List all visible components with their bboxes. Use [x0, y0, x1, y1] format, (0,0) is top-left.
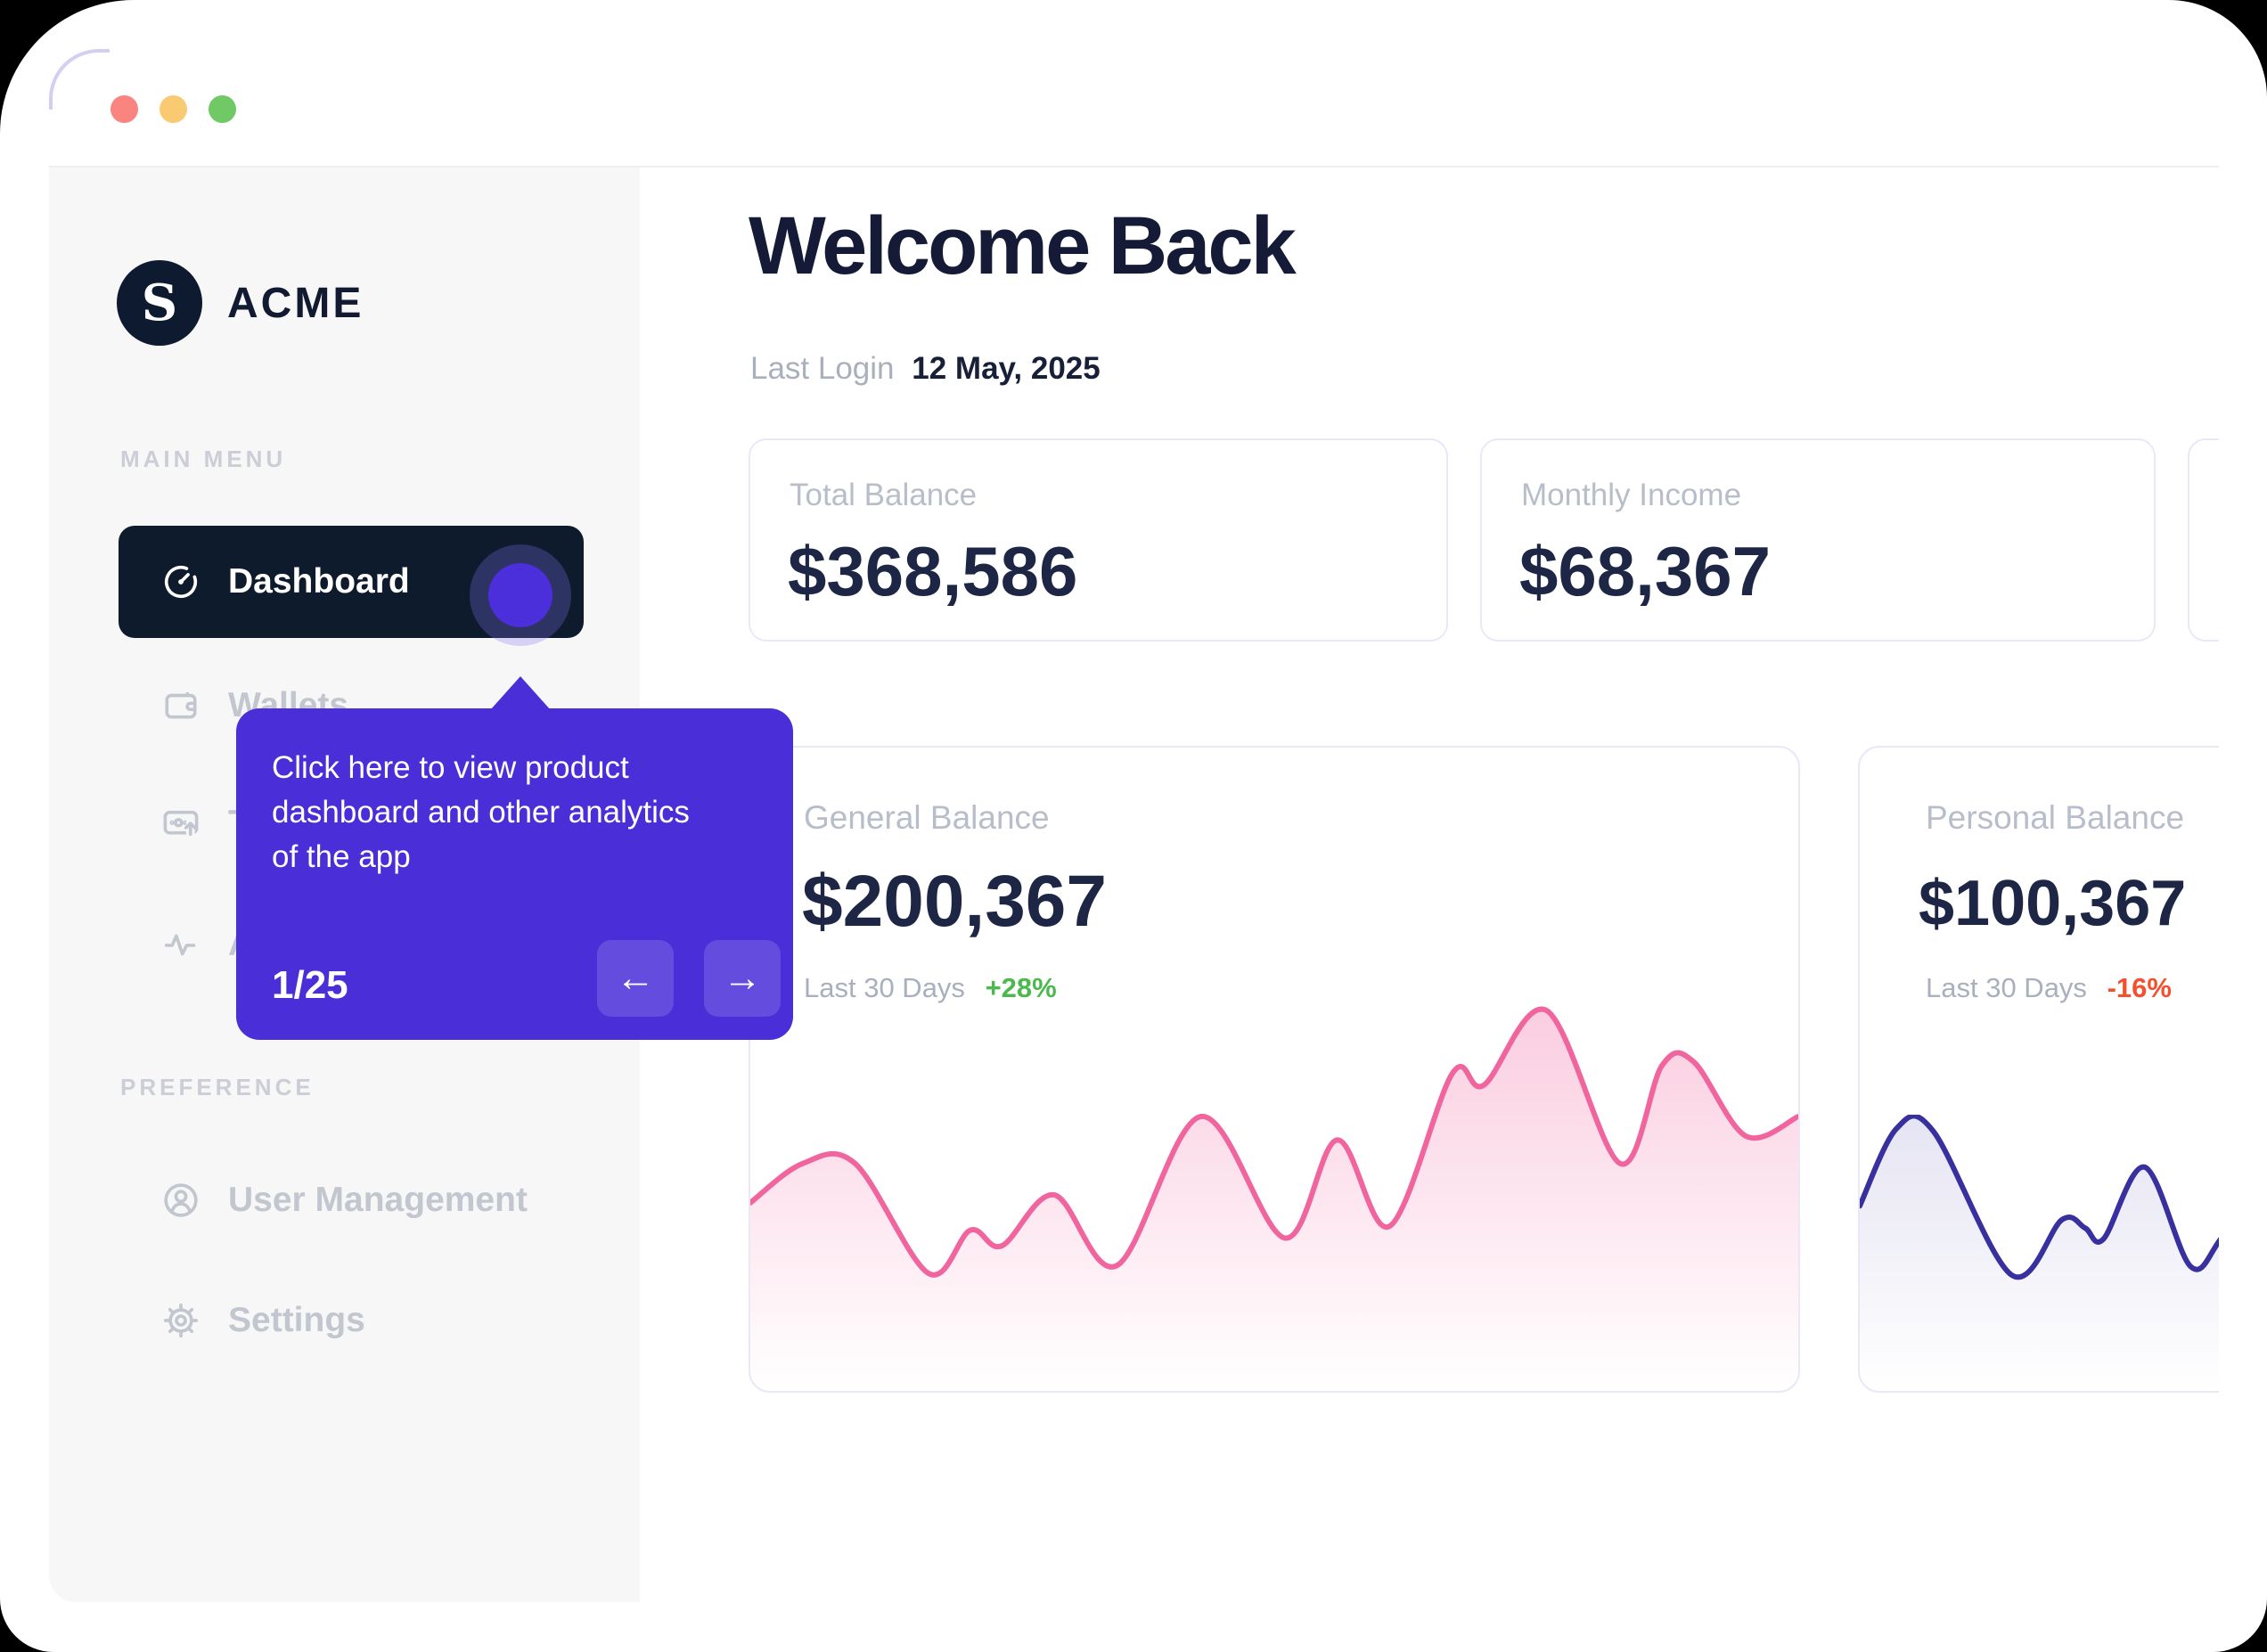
general-balance-sparkline	[750, 1006, 1798, 1391]
period-label: Last 30 Days	[1926, 972, 2087, 1003]
arrow-left-icon: ←	[616, 956, 655, 1000]
titlebar	[49, 49, 2219, 168]
balance-period: Last 30 Days -16%	[1926, 972, 2172, 1004]
brand-initial: S	[141, 274, 178, 332]
balance-period: Last 30 Days +28%	[804, 972, 1057, 1004]
tooltip-arrow	[490, 676, 551, 710]
onboarding-pulse-dot	[488, 563, 552, 627]
last-login-date: 12 May, 2025	[912, 351, 1101, 386]
balance-value: $200,367	[802, 861, 1108, 942]
sidebar-item-user-management[interactable]: User Management	[119, 1174, 528, 1227]
general-balance-card: General Balance $200,367 Last 30 Days +2…	[749, 746, 1800, 1393]
nav-section-label-main-menu: MAIN MENU	[120, 446, 287, 472]
activity-icon	[160, 924, 201, 965]
tooltip-next-button[interactable]: →	[704, 940, 781, 1017]
change-badge: +28%	[985, 972, 1057, 1003]
last-login: Last Login 12 May, 2025	[750, 351, 1101, 387]
gear-icon	[160, 1300, 201, 1341]
tooltip-text-line: dashboard and other analytics	[272, 795, 690, 830]
change-badge: -16%	[2107, 972, 2172, 1003]
maximize-button[interactable]	[209, 95, 236, 123]
nav-section-label-preference: PREFERENCE	[120, 1074, 315, 1100]
balance-label: General Balance	[804, 799, 1050, 836]
tooltip-text-line: Click here to view product	[272, 750, 629, 785]
personal-balance-card: Personal Balance $100,367 Last 30 Days -…	[1858, 746, 2219, 1393]
total-balance-card: Total Balance $368,586	[749, 438, 1448, 642]
card-upload-icon	[160, 803, 201, 844]
close-button[interactable]	[110, 95, 138, 123]
balance-row: General Balance $200,367 Last 30 Days +2…	[749, 746, 2219, 1393]
user-circle-icon	[160, 1180, 201, 1221]
sidebar-item-settings[interactable]: Settings	[119, 1294, 365, 1347]
arrow-right-icon: →	[723, 956, 762, 1000]
balance-value: $100,367	[1919, 868, 2187, 939]
monthly-income-card: Monthly Income $68,367	[1480, 438, 2156, 642]
sidebar-item-label: Dashboard	[228, 562, 410, 601]
gauge-icon	[160, 561, 201, 602]
wallet-icon	[160, 685, 201, 726]
brand-logo: S ACME	[117, 260, 364, 346]
stats-row: Total Balance $368,586 Monthly Income $6…	[749, 438, 2219, 642]
app-window: S ACME MAIN MENU Dashboard	[49, 49, 2219, 1602]
balance-label: Personal Balance	[1926, 799, 2185, 836]
last-login-label: Last Login	[750, 351, 895, 386]
personal-balance-sparkline	[1860, 1115, 2219, 1391]
minimize-button[interactable]	[160, 95, 187, 123]
stat-value: $68,367	[1519, 532, 1771, 610]
brand-logo-mark: S	[117, 260, 202, 346]
tooltip-text-line: of the app	[272, 839, 411, 874]
tooltip-text: Click here to view product dashboard and…	[272, 746, 735, 879]
tooltip-prev-button[interactable]: ←	[597, 940, 674, 1017]
page-title: Welcome Back	[749, 200, 1297, 291]
sidebar-item-label: Settings	[228, 1301, 365, 1339]
stat-label: Total Balance	[790, 478, 978, 512]
stat-label: Monthly Income	[1521, 478, 1742, 512]
onboarding-tooltip: Click here to view product dashboard and…	[236, 676, 793, 1040]
stat-value: $368,586	[788, 532, 1078, 610]
tooltip-step-counter: 1/25	[272, 963, 348, 1007]
clipped-stat-card	[2188, 438, 2219, 642]
app-body: S ACME MAIN MENU Dashboard	[49, 168, 2219, 1602]
main-content: Welcome Back Last Login 12 May, 2025 Tot…	[640, 168, 2219, 1602]
period-label: Last 30 Days	[804, 972, 965, 1003]
sidebar-item-label: User Management	[228, 1181, 528, 1219]
brand-name: ACME	[227, 279, 364, 327]
